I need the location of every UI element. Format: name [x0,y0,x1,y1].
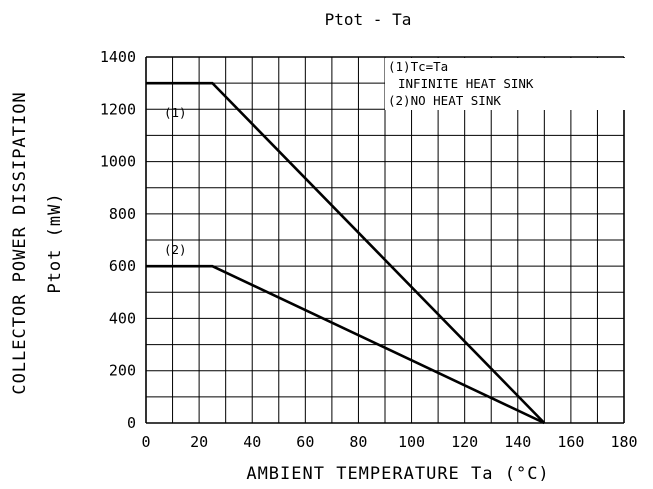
x-tick-label: 120 [451,433,478,451]
x-tick-label: 20 [190,433,208,451]
y-tick-label: 0 [127,414,136,432]
tick-labels: 0 20 40 60 80 100 120 140 160 180 0 200 400 600 800 100… [100,48,638,451]
legend-box [385,58,632,110]
x-tick-label: 80 [349,433,367,451]
series-line-1 [146,81,546,424]
series-label-2: (2) [164,242,187,257]
y-tick-label: 1000 [100,153,136,171]
series-label-1: (1) [164,105,187,120]
y-tick-label: 800 [109,205,136,223]
legend-line-1: (1)Tc=Ta [388,59,448,74]
y-tick-label: 200 [109,362,136,380]
series-line-2 [146,264,545,425]
x-tick-label: 160 [557,433,584,451]
legend-line-3: (2)NO HEAT SINK [388,93,501,108]
y-tick-label: 1200 [100,100,136,118]
y-tick-label: 1400 [100,48,136,66]
x-tick-label: 60 [296,433,314,451]
x-tick-label: 40 [243,433,261,451]
y-tick-label: 400 [109,309,136,327]
x-tick-label: 100 [398,433,425,451]
y-axis-title-line2: Ptot (mW) [45,192,65,293]
x-tick-label: 140 [504,433,531,451]
chart-title: Ptot - Ta [325,10,412,29]
legend-line-2: INFINITE HEAT SINK [398,76,534,91]
series-layer: (1) (2) [146,81,546,425]
y-axis-title-line1: COLLECTOR POWER DISSIPATION [10,91,30,394]
y-tick-label: 600 [109,257,136,275]
grid [145,56,625,424]
x-tick-label: 0 [141,433,150,451]
x-axis-title: AMBIENT TEMPERATURE Ta (°C) [246,464,549,484]
legend: (1)Tc=Ta INFINITE HEAT SINK (2)NO HEAT S… [385,58,632,110]
x-tick-label: 180 [610,433,637,451]
